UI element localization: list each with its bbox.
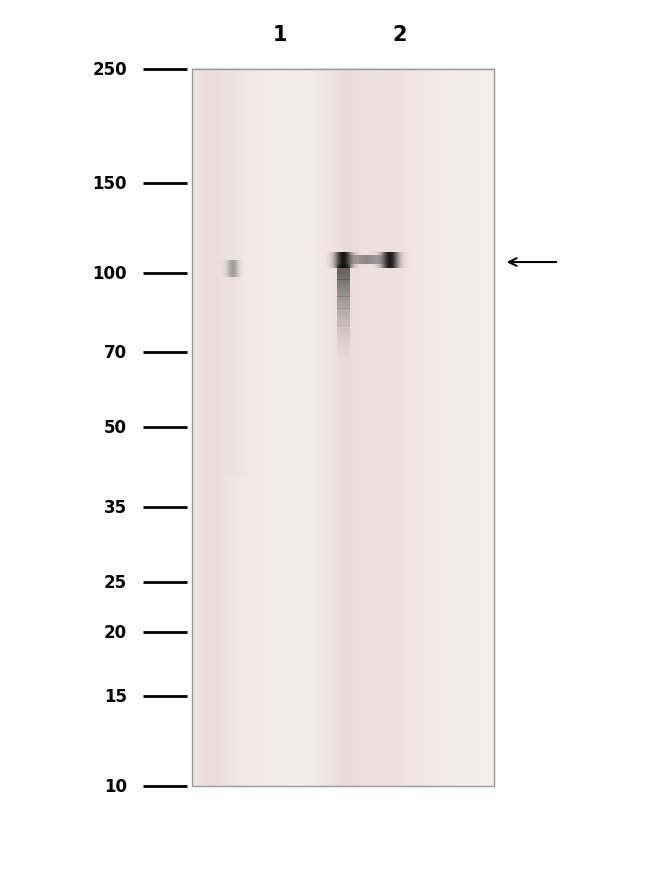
Bar (337, 343, 350, 348)
Bar (337, 347, 350, 352)
Bar (337, 313, 350, 318)
Bar (337, 365, 350, 370)
Bar (337, 306, 350, 311)
Bar (337, 336, 350, 342)
Text: 100: 100 (92, 265, 127, 282)
Bar (337, 326, 350, 331)
Bar (337, 267, 350, 272)
Text: 150: 150 (92, 175, 127, 192)
Bar (337, 331, 350, 336)
Bar (337, 355, 350, 361)
Bar (337, 301, 350, 306)
Bar (337, 317, 350, 322)
Text: 10: 10 (104, 778, 127, 795)
Bar (337, 269, 350, 274)
Bar (337, 295, 350, 301)
Bar (337, 319, 350, 324)
Bar (337, 290, 350, 295)
Bar (337, 287, 350, 292)
Bar (337, 357, 350, 362)
Bar (337, 329, 350, 335)
Bar (337, 283, 350, 289)
Bar (337, 311, 350, 316)
Text: 20: 20 (103, 623, 127, 641)
Text: 70: 70 (103, 344, 127, 362)
Bar (337, 282, 350, 287)
Text: 15: 15 (104, 687, 127, 705)
Bar (337, 315, 350, 321)
Bar (337, 335, 350, 340)
Bar (337, 272, 350, 277)
Bar (337, 308, 350, 313)
Bar (337, 297, 350, 302)
Bar (337, 299, 350, 304)
Bar (337, 354, 350, 359)
Bar (337, 352, 350, 357)
Bar (337, 358, 350, 363)
Bar (337, 304, 350, 309)
Bar (337, 278, 350, 283)
Bar (337, 333, 350, 338)
Bar (337, 294, 350, 299)
Text: 25: 25 (103, 574, 127, 591)
Bar (337, 285, 350, 290)
Bar (337, 328, 350, 333)
Bar (337, 340, 350, 345)
Bar (337, 342, 350, 347)
Text: 50: 50 (104, 419, 127, 437)
Text: 2: 2 (393, 25, 407, 44)
Bar (337, 289, 350, 294)
Bar (337, 292, 350, 297)
Bar (192, 70, 494, 786)
Bar (337, 302, 350, 308)
Bar (337, 276, 350, 282)
Bar (337, 324, 350, 329)
Bar (337, 274, 350, 279)
Bar (337, 338, 350, 343)
Text: 250: 250 (92, 61, 127, 78)
Bar (337, 275, 350, 280)
Bar (337, 363, 350, 368)
Bar (337, 345, 350, 350)
Bar (337, 321, 350, 326)
Text: 1: 1 (272, 25, 287, 44)
Bar (337, 315, 350, 320)
Bar (337, 350, 350, 355)
Bar (337, 360, 350, 365)
Bar (337, 362, 350, 367)
Bar (337, 322, 350, 328)
Bar (337, 270, 350, 275)
Bar (337, 280, 350, 285)
Bar (337, 348, 350, 354)
Bar (337, 309, 350, 315)
Text: 35: 35 (103, 499, 127, 516)
Bar (337, 265, 350, 270)
